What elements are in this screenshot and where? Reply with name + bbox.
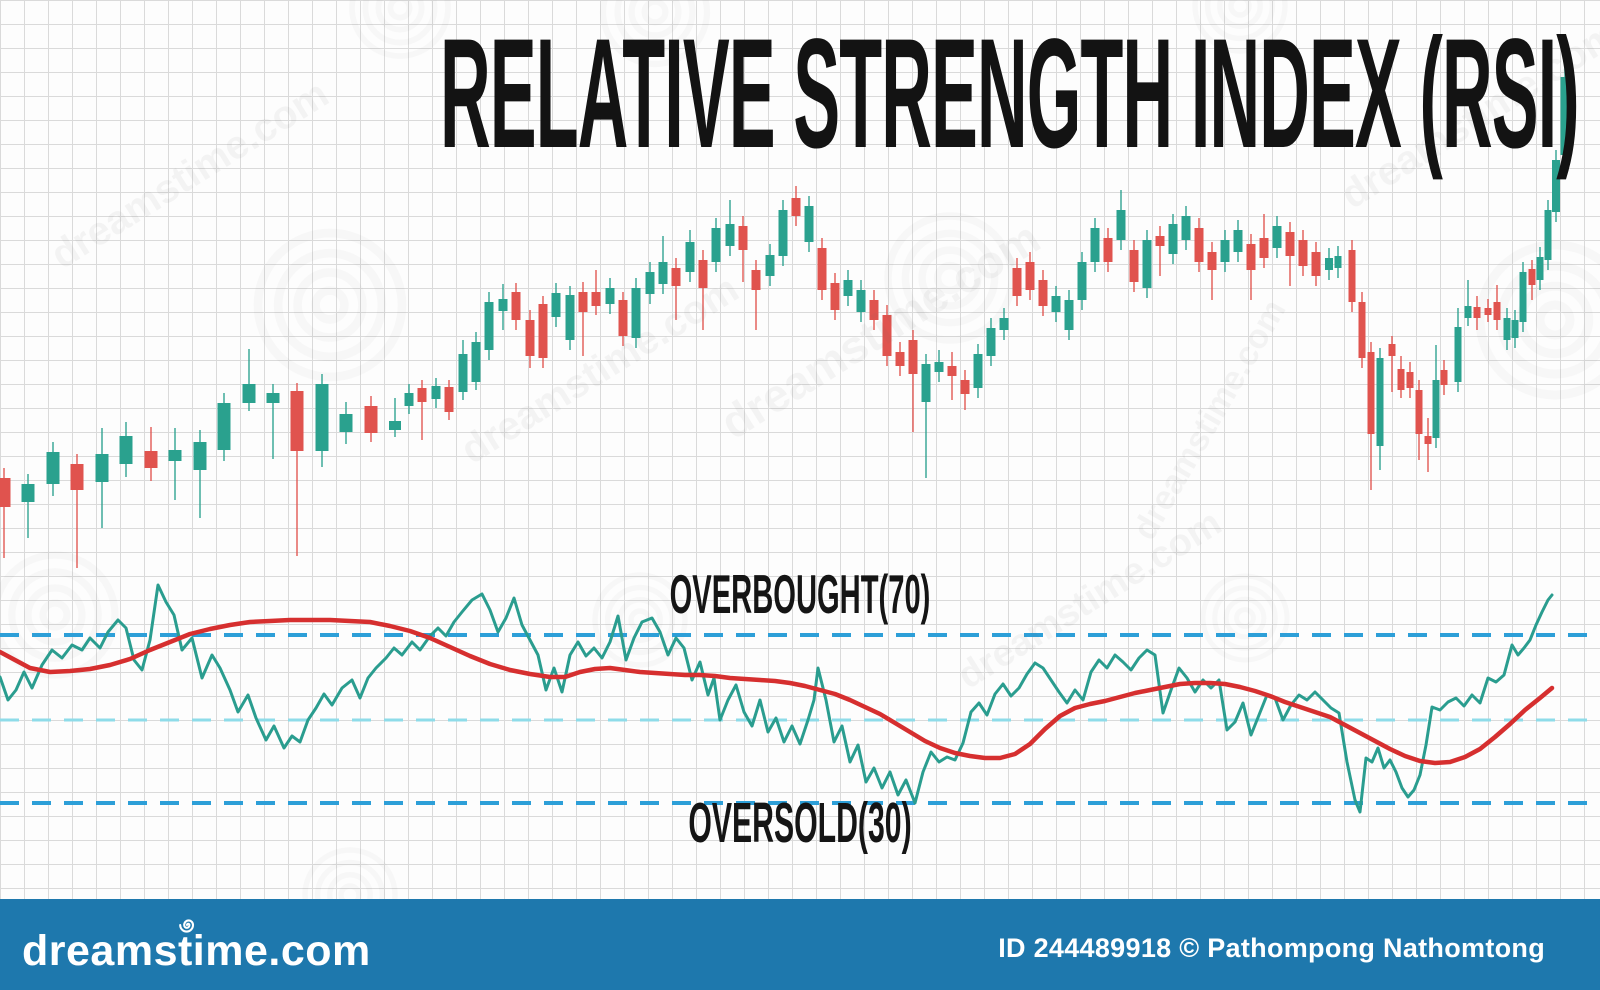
candlestick-series (0, 58, 1570, 568)
page-title: RELATIVE STRENGTH INDEX (RSI) (440, 7, 1580, 181)
footer-bar: dreamstime.com ID 244489918 © Pathompong… (0, 899, 1600, 990)
overbought-label: OVERBOUGHT(70) (669, 563, 931, 625)
oversold-label: OVERSOLD(30) (688, 791, 912, 855)
dreamstime-logo-text: dreamstime.com (22, 927, 371, 975)
spiral-icon (179, 919, 195, 933)
rsi-lines (0, 583, 1555, 814)
rsi-level-lines (0, 633, 1600, 805)
image-credit: ID 244489918 © Pathompong Nathomtong (998, 933, 1545, 963)
dreamstime-logo: dreamstime.com (22, 919, 371, 976)
